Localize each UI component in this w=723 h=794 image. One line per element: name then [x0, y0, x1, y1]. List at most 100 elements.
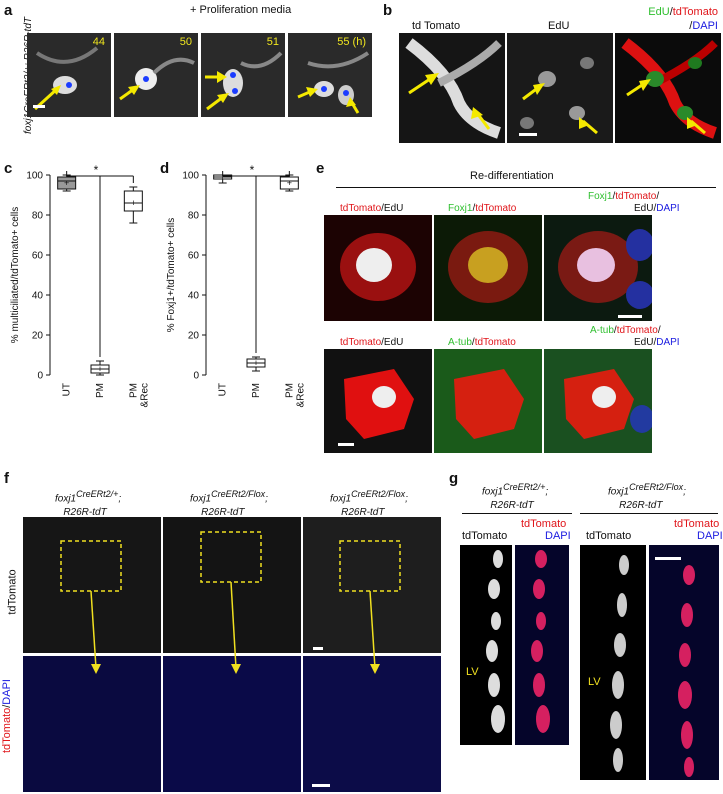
panel-e-row2-img-2 — [434, 349, 542, 453]
panel-g-img-3: LV — [580, 545, 646, 780]
chart-c-xlabel-1: PM — [95, 383, 106, 398]
panel-letter-f: f — [4, 470, 9, 487]
panel-e-header: Re-differentiation — [470, 170, 554, 182]
panel-letter-b: b — [383, 2, 393, 19]
chart-d-box-2: + — [279, 174, 299, 192]
chart-d-mean-1: + — [253, 358, 258, 368]
panel-b-label-merge: EdU/tdTomato — [648, 6, 718, 18]
chart-d-ytick-label-5: 100 — [182, 171, 199, 182]
panel-b-image-edu — [507, 33, 613, 143]
panel-g-genotype-1: foxj1CreERt2/+; R26R-tdT — [482, 482, 549, 512]
panel-a-header: + Proliferation media — [190, 4, 292, 16]
chart-d-box-1: + — [246, 356, 266, 372]
chart-c-mean-2: + — [131, 198, 136, 208]
panel-g-img-2 — [515, 545, 569, 745]
panel-g-line-2 — [580, 513, 718, 514]
panel-b-label-edu: EdU — [548, 20, 570, 32]
chart-d-mean-2: + — [287, 178, 292, 188]
panel-f-genotype-1: foxj1CreERt2/+; R26R-tdT — [55, 489, 122, 519]
panel-g-col-label-1: tdTomato — [462, 530, 508, 542]
chart-c-box-0: + — [57, 174, 77, 192]
chart-d-ytick-label-0: 0 — [193, 371, 199, 382]
panel-f-top-1 — [23, 517, 161, 653]
panel-e-scale-bar-2 — [338, 443, 354, 446]
panel-f-overlay — [60, 531, 401, 787]
panel-e-row2-img-3 — [544, 349, 652, 453]
chart-c-ytick-label-3: 60 — [32, 251, 44, 262]
chart-c-iqr-2 — [123, 190, 143, 212]
panel-e-row2-label-1: tdTomato/EdU — [340, 337, 404, 348]
panel-c-chart: 0 20 40 60 80 100 % multiciliated/tdTomato+ ce… — [10, 163, 150, 407]
svg-text:LV: LV — [588, 676, 601, 688]
panel-a-frame-3: 51 — [201, 33, 285, 117]
chart-c-box-1: + — [90, 360, 110, 376]
chart-d-mean-0: + — [220, 172, 225, 182]
panel-b-image-tdtomato — [399, 33, 505, 143]
panel-b-label-dapi: /DAPI — [689, 20, 718, 32]
panel-e-row2-img-1 — [324, 349, 432, 453]
chart-c-ytick-label-1: 20 — [32, 331, 44, 342]
panel-letter-d: d — [160, 160, 170, 177]
panel-e-header-line — [336, 187, 716, 188]
panel-e-scale-bar-1 — [618, 315, 642, 318]
panel-a-frame-4: 55 (h) — [288, 33, 372, 117]
chart-d-xlabel-0: UT — [218, 383, 229, 396]
chart-c-xlabel-2: PM — [128, 383, 139, 398]
panel-e-row2-label-2: A-tub/tdTomato — [448, 337, 516, 348]
chart-c-ytick-label-2: 40 — [32, 291, 44, 302]
panel-letter-g: g — [449, 470, 459, 487]
chart-d-ylabel: % Foxj1+/tdTomato+ cells — [166, 218, 177, 333]
panel-a-time-2: 50 — [179, 36, 192, 48]
svg-text:LV: LV — [466, 666, 479, 678]
chart-c-iqr-0 — [57, 176, 77, 190]
panel-g-line-1 — [462, 513, 572, 514]
panel-g-genotype-2: foxj1CreERt2/Flox; R26R-tdT — [608, 482, 686, 512]
panel-a-frame-1: 44 — [27, 33, 111, 117]
chart-d-xlabel-1: PM — [251, 383, 262, 398]
chart-c-ytick-label-5: 100 — [26, 171, 43, 182]
panel-a-frame-2: 50 — [114, 33, 198, 117]
chart-d-ytick-label-4: 80 — [188, 211, 200, 222]
panel-b-label-tdtomato: td Tomato — [412, 20, 461, 32]
panel-g-col-label-2: tdTomato — [521, 518, 567, 530]
panel-g-img-4 — [649, 545, 719, 780]
panel-e-row1-label-4: EdU/DAPI — [634, 203, 680, 214]
panel-g-col-label-5: tdTomato — [674, 518, 720, 530]
panel-e-row1-label-1: tdTomato/EdU — [340, 203, 404, 214]
chart-d-xlabel2-2: &Rec — [295, 383, 306, 407]
panel-e-row2-label-3: A-tub/tdTomato/ — [590, 325, 661, 336]
chart-c-mean-1: + — [97, 364, 102, 374]
panel-e-row1-img-1 — [324, 215, 432, 321]
chart-d-ytick-label-1: 20 — [188, 331, 200, 342]
chart-c-ytick-label-4: 80 — [32, 211, 44, 222]
panel-d-chart: 0 20 40 60 80 100 % Foxj1+/tdTomato+ cells + UT +… — [166, 163, 306, 407]
panel-f-bottom-3 — [303, 656, 441, 792]
panel-a-time-1: 44 — [92, 36, 105, 48]
chart-c-box-2: + — [123, 186, 143, 224]
panel-letter-a: a — [4, 2, 13, 19]
chart-c-xlabel-0: UT — [62, 383, 73, 396]
panel-g-col-label-3: DAPI — [545, 530, 571, 542]
panel-letter-c: c — [4, 160, 13, 177]
panel-e-row1-label-3: Foxj1/tdTomato/ — [588, 191, 660, 202]
panel-e-row1-label-2: Foxj1/tdTomato — [448, 203, 517, 214]
panel-a-time-4: 55 (h) — [337, 36, 366, 48]
panel-f-bottom-2 — [163, 656, 301, 792]
panel-f-genotype-2: foxj1CreERt2/Flox; R26R-tdT — [190, 489, 268, 519]
chart-c-ytick-label-0: 0 — [37, 371, 43, 382]
panel-g-img-1: LV — [460, 545, 512, 745]
panel-f-genotype-3: foxj1CreERt2/Flox; R26R-tdT — [330, 489, 408, 519]
panel-f-top-2 — [163, 517, 301, 653]
chart-d-ytick-label-3: 60 — [188, 251, 200, 262]
panel-e-row2-label-4: EdU/DAPI — [634, 337, 680, 348]
panel-e-row1-img-3 — [544, 215, 652, 321]
chart-c-ylabel: % multiciliated/tdTomato+ cells — [10, 207, 21, 343]
chart-d-ytick-label-2: 40 — [188, 291, 200, 302]
panel-b-image-merge — [615, 33, 721, 143]
chart-d-iqr-2 — [279, 176, 299, 190]
panel-g-col-label-4: tdTomato — [586, 530, 632, 542]
chart-c-mean-0: + — [64, 178, 69, 188]
chart-c-sig-star: * — [94, 163, 99, 177]
chart-d-xlabel-2: PM — [284, 383, 295, 398]
panel-a-time-3: 51 — [266, 36, 279, 48]
